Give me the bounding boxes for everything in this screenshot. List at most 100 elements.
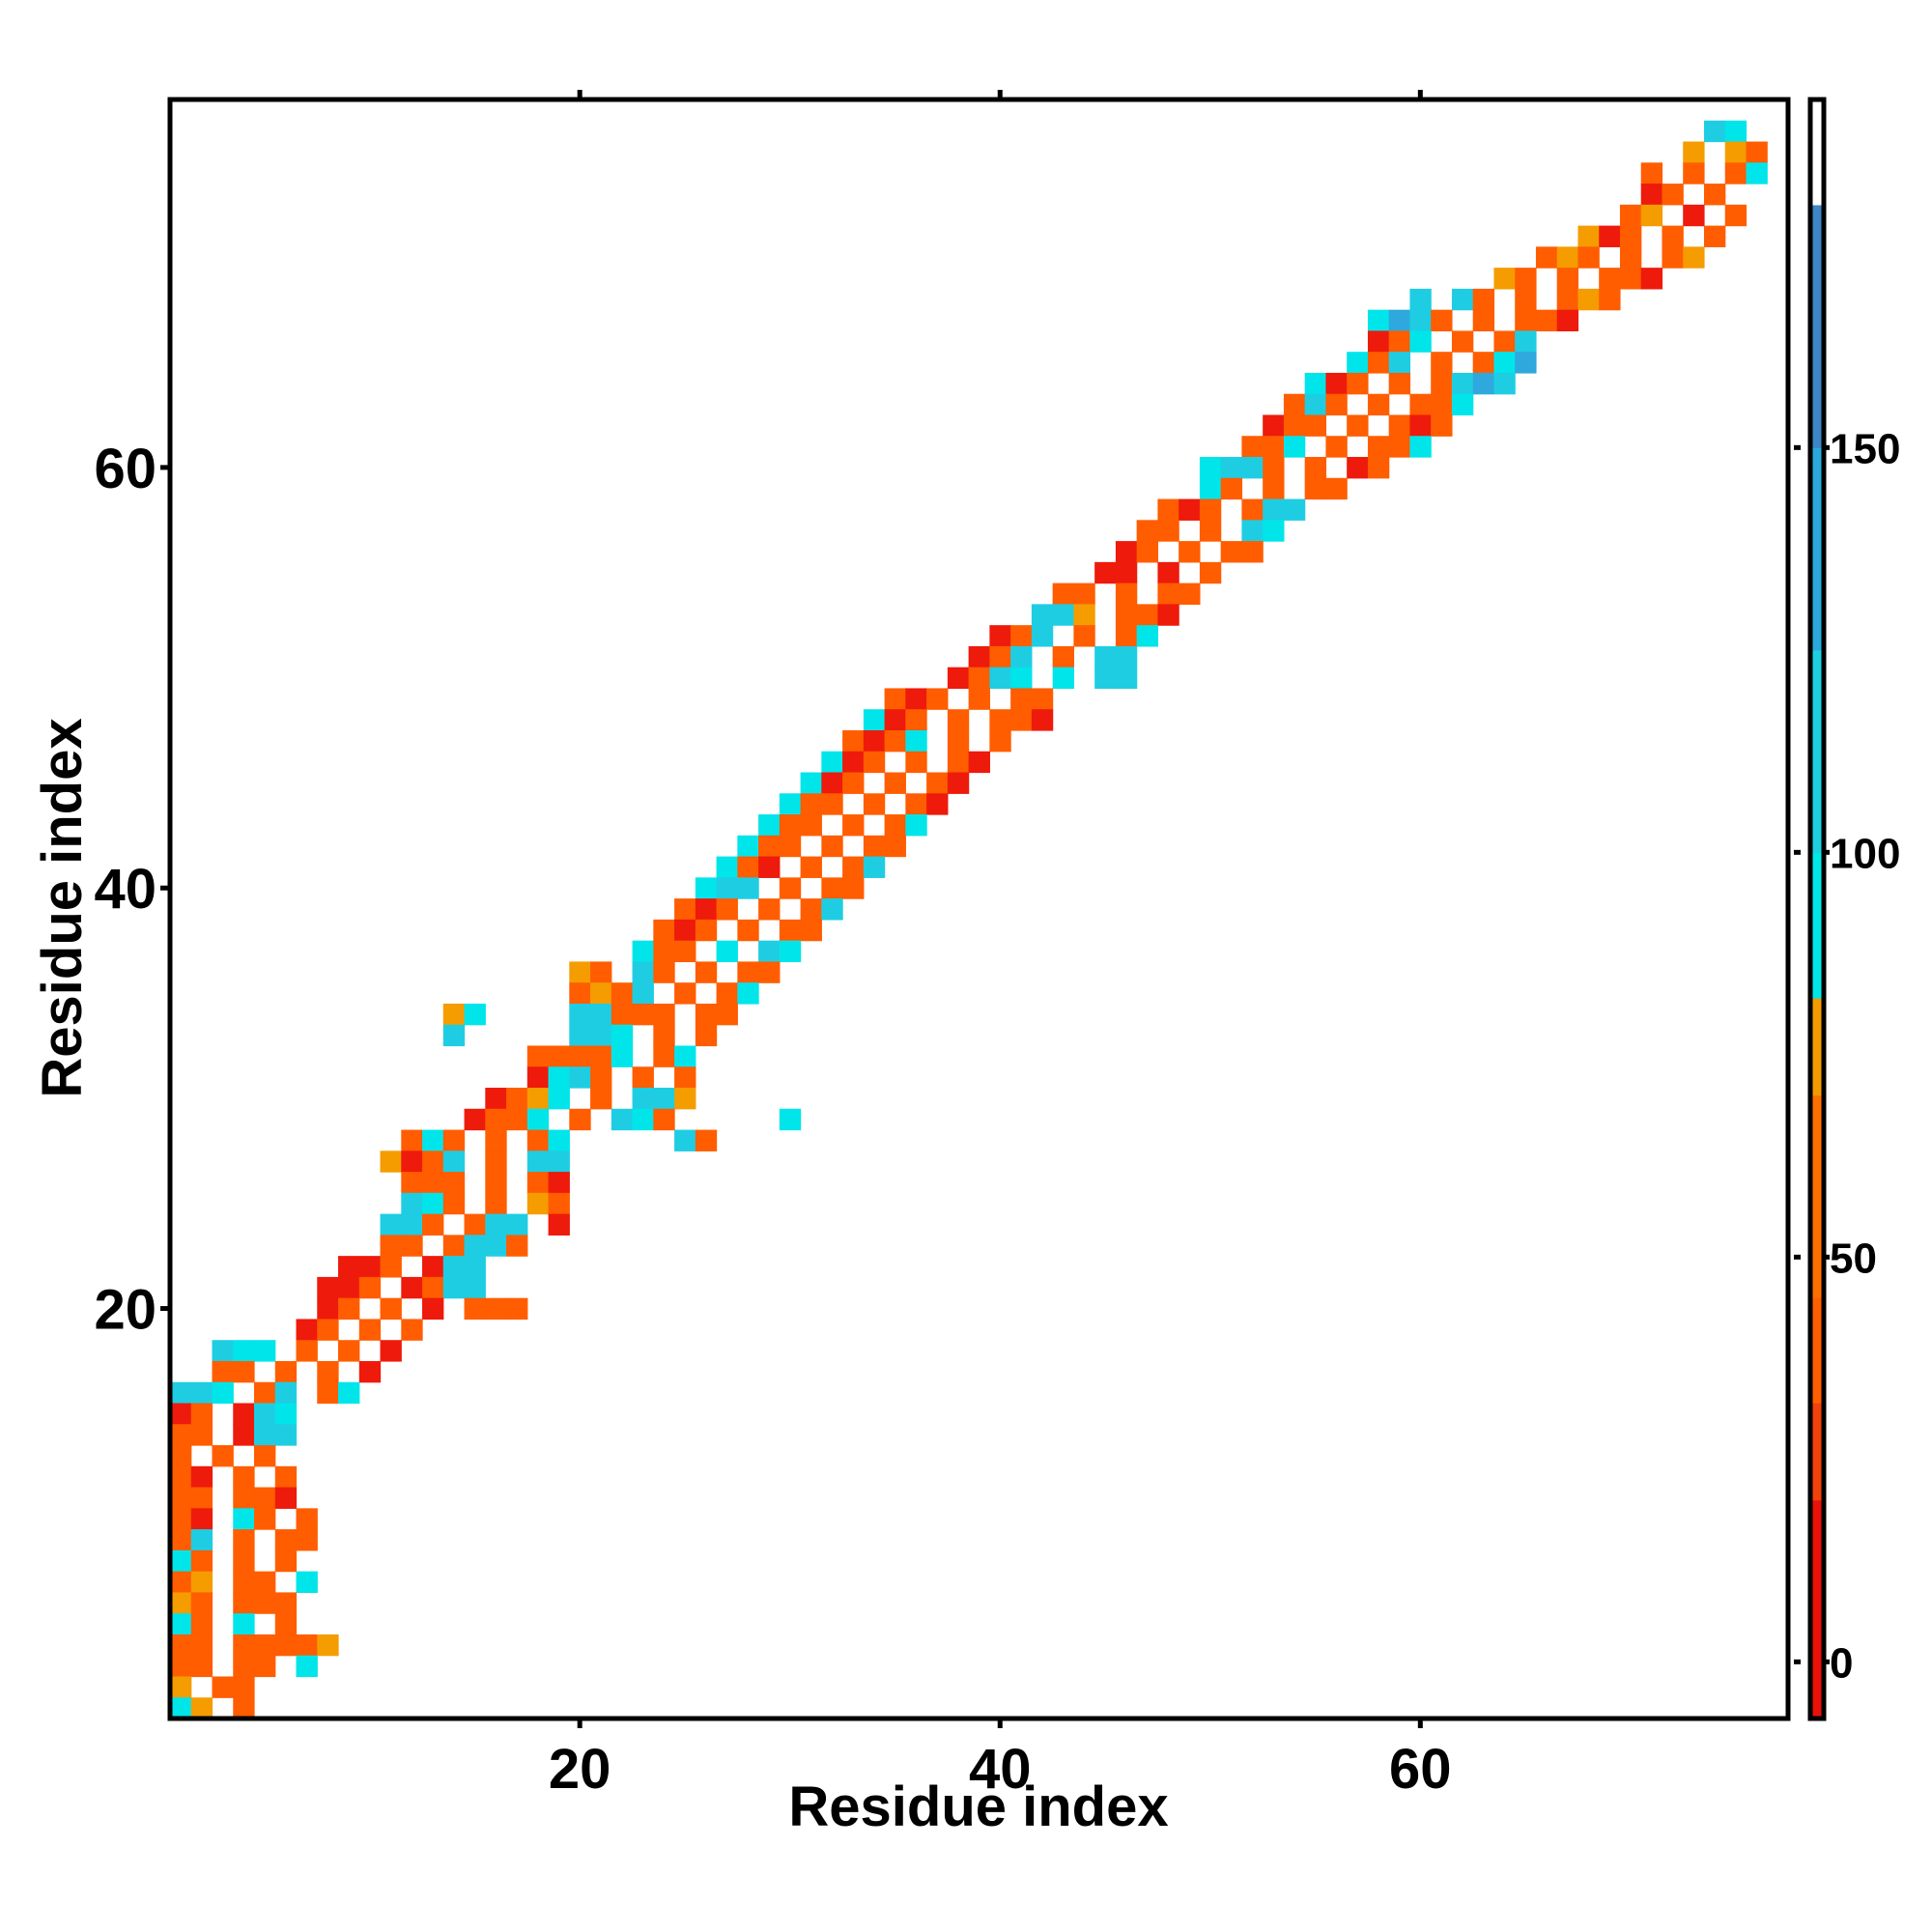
heatmap-cell: [821, 898, 843, 921]
heatmap-cell: [611, 1108, 634, 1131]
heatmap-cell: [737, 877, 759, 899]
heatmap-cell: [1157, 582, 1179, 605]
heatmap-cell: [296, 1340, 318, 1362]
heatmap-cell: [170, 1508, 192, 1530]
heatmap-cell: [1724, 204, 1747, 227]
heatmap-cell: [1556, 268, 1579, 290]
heatmap-cell: [905, 814, 927, 837]
heatmap-cell: [190, 1634, 213, 1657]
heatmap-cell: [674, 982, 696, 1005]
heatmap-cell: [1263, 414, 1285, 437]
heatmap-cell: [1052, 667, 1074, 690]
heatmap-cell: [442, 1235, 466, 1257]
heatmap-cell: [1619, 246, 1642, 269]
heatmap-cell: [548, 1129, 570, 1151]
heatmap-cell: [1304, 372, 1327, 395]
heatmap-cell: [1283, 436, 1306, 458]
heatmap-cell: [1535, 309, 1558, 332]
heatmap-cell: [884, 835, 906, 858]
heatmap-cell: [1347, 372, 1369, 395]
heatmap-cell: [611, 1003, 634, 1026]
heatmap-cell: [233, 1508, 255, 1530]
heatmap-cell: [1367, 330, 1390, 353]
heatmap-cell: [590, 1045, 612, 1067]
heatmap-cell: [1199, 520, 1222, 542]
heatmap-cell: [926, 772, 949, 794]
heatmap-cell: [653, 1088, 675, 1110]
heatmap-cell: [526, 1088, 550, 1110]
heatmap-cell: [674, 1129, 696, 1151]
heatmap-cell: [1409, 414, 1432, 437]
heatmap-cell: [1115, 561, 1138, 584]
y-tick-label: 20: [94, 1279, 156, 1342]
heatmap-cell: [1388, 414, 1411, 437]
heatmap-cell: [989, 645, 1011, 668]
heatmap-cell: [842, 877, 865, 899]
heatmap-cell: [233, 1571, 255, 1594]
heatmap-cell: [1136, 625, 1158, 647]
heatmap-cell: [632, 940, 654, 963]
heatmap-cell: [905, 729, 927, 753]
heatmap-cell: [1325, 477, 1348, 500]
heatmap-cell: [422, 1129, 444, 1151]
heatmap-cell: [1599, 225, 1621, 247]
heatmap-cell: [968, 751, 990, 774]
heatmap-cell: [212, 1676, 234, 1698]
heatmap-cell: [1619, 225, 1642, 247]
heatmap-cell: [863, 793, 886, 815]
heatmap-cell: [274, 1360, 298, 1383]
heatmap-cell: [506, 1088, 528, 1110]
heatmap-cell: [695, 1024, 718, 1047]
heatmap-cell: [170, 1381, 192, 1405]
heatmap-cell: [485, 1151, 507, 1173]
heatmap-cell: [1031, 625, 1054, 647]
heatmap-cell: [1431, 393, 1453, 416]
heatmap-cell: [1431, 372, 1453, 395]
heatmap-cell: [464, 1003, 486, 1026]
heatmap-cell: [905, 709, 927, 731]
heatmap-cell: [274, 1403, 298, 1425]
heatmap-cell: [526, 1172, 550, 1194]
colorbar-band: [1810, 447, 1824, 651]
heatmap-cell: [1472, 288, 1495, 311]
heatmap-cell: [317, 1634, 339, 1657]
heatmap-cell: [274, 1613, 298, 1635]
heatmap-cell: [800, 919, 822, 942]
heatmap-cell: [800, 814, 822, 837]
heatmap-cell: [548, 1066, 570, 1089]
heatmap-cell: [1094, 645, 1117, 668]
heatmap-cell: [1472, 372, 1495, 395]
heatmap-cell: [1640, 184, 1663, 206]
heatmap-cell: [821, 877, 843, 899]
heatmap-cell: [1199, 457, 1222, 479]
heatmap-cell: [989, 667, 1011, 690]
heatmap-cell: [1052, 645, 1074, 668]
heatmap-cell: [190, 1465, 213, 1489]
heatmap-cell: [1052, 604, 1074, 626]
colorbar-tick-label: 150: [1830, 425, 1900, 472]
heatmap-cell: [1325, 372, 1348, 395]
heatmap-cell: [401, 1129, 423, 1151]
heatmap-cell: [779, 877, 802, 899]
heatmap-cell: [1409, 393, 1432, 416]
heatmap-cell: [401, 1151, 423, 1173]
heatmap-cell: [212, 1360, 234, 1383]
heatmap-cell: [1493, 352, 1516, 374]
heatmap-cell: [190, 1549, 213, 1573]
heatmap-cell: [254, 1592, 276, 1614]
heatmap-cell: [442, 1003, 466, 1026]
heatmap-cell: [989, 625, 1011, 647]
heatmap-cell: [968, 667, 990, 690]
heatmap-cell: [695, 919, 718, 942]
heatmap-cell: [842, 856, 865, 878]
heatmap-cell: [1683, 162, 1705, 185]
heatmap-cell: [1052, 582, 1074, 605]
heatmap-cell: [1304, 457, 1327, 479]
heatmap-cell: [863, 835, 886, 858]
heatmap-cell: [695, 877, 718, 899]
heatmap-cell: [506, 1213, 528, 1236]
heatmap-cell: [464, 1256, 486, 1278]
heatmap-cell: [590, 1024, 612, 1047]
heatmap-cell: [1599, 288, 1621, 311]
heatmap-cell: [1010, 645, 1033, 668]
